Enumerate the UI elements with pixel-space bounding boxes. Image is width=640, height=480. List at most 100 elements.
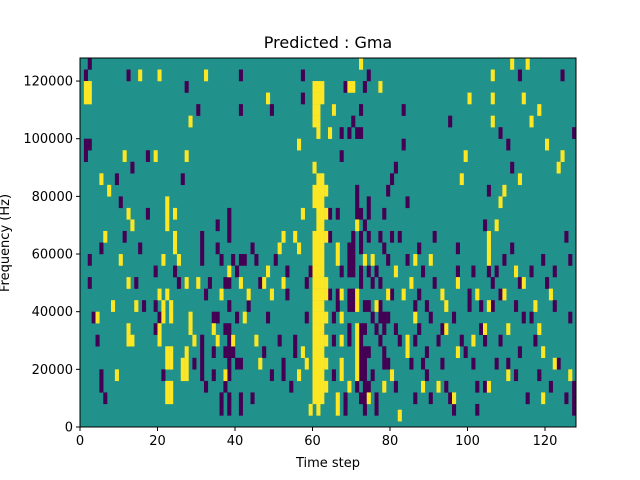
heatmap-cell-low [347,323,352,335]
heatmap-cell-low [370,277,375,289]
heatmap-cell-high [475,288,480,301]
x-axis: 0 20 40 60 80 100 120 [76,427,557,449]
heatmap-cell-low [455,265,460,278]
heatmap-cell-high [126,277,131,289]
heatmap-cell-low [359,277,364,289]
heatmap-cell-low [548,380,553,393]
heatmap-cell-low [176,277,181,289]
heatmap-cell-high [331,104,336,116]
heatmap-cell-high [328,127,333,139]
heatmap-cell-low [273,254,278,266]
heatmap-cell-high [312,184,317,197]
heatmap-cell-high [312,92,317,105]
heatmap-cell-low [95,334,100,347]
heatmap-cell-high [355,346,360,359]
heatmap-cell-low [572,380,577,393]
heatmap-cell-low [359,230,364,243]
heatmap-cell-high [405,346,410,359]
heatmap-cell-high [184,369,189,382]
heatmap-cell-low [192,357,197,370]
heatmap-cell-low [463,346,468,359]
heatmap-cell-high [459,173,464,186]
heatmap-cell-high [463,150,468,162]
heatmap-cell-low [130,161,135,174]
y-tick-label: 0 [65,421,73,436]
heatmap-cell-high [114,369,119,382]
heatmap-cell-low [382,311,387,324]
heatmap-cell-high [541,346,546,359]
heatmap-cell-low [339,127,344,139]
heatmap-cell-low [529,265,534,278]
heatmap-cell-low [83,69,88,82]
heatmap-cell-high [312,334,317,347]
heatmap-cell-low [266,311,271,324]
heatmap-cell-high [347,81,352,93]
heatmap-cell-high [269,288,274,301]
heatmap-cell-high [316,346,321,359]
heatmap-cell-high [219,288,224,301]
heatmap-cell-high [312,115,317,128]
heatmap-cell-high [494,219,499,232]
heatmap-cell-low [227,230,232,243]
heatmap-cell-high [382,380,387,393]
heatmap-cell-low [397,230,402,243]
heatmap-cell-high [560,150,565,162]
heatmap-cell-low [541,254,546,266]
heatmap-cell-high [506,369,511,382]
heatmap-cell-low [246,300,251,312]
heatmap-cell-low [235,265,240,278]
heatmap-cell-low [227,392,232,405]
heatmap-cell-high [157,323,162,335]
heatmap-cell-low [467,288,472,301]
heatmap-cell-low [118,196,123,209]
heatmap-cell-low [331,311,336,324]
heatmap-cell-high [324,207,329,220]
heatmap-cell-high [316,334,321,347]
x-axis-label: Time step [295,456,360,471]
heatmap-cell-low [359,346,364,359]
heatmap-cell-low [428,311,433,324]
heatmap-cell-high [312,230,317,243]
heatmap-cell-high [258,357,263,370]
heatmap-cell-high [316,277,321,289]
heatmap-cell-high [320,196,325,209]
heatmap-cell-low [362,369,367,382]
x-tick-label: 0 [76,434,84,449]
heatmap-cell-high [316,323,321,335]
heatmap-cell-high [316,288,321,301]
heatmap-cell-low [223,380,228,393]
heatmap-cell-low [545,277,550,289]
heatmap-cell-low [552,265,557,278]
heatmap-cell-low [83,150,88,162]
heatmap-cell-high [320,346,325,359]
heatmap-cell-high [517,173,522,186]
heatmap-cell-low [401,104,406,116]
y-tick-label: 40000 [32,305,73,320]
heatmap-cell-low [281,369,286,382]
heatmap-cell-low [498,334,503,347]
heatmap-cell-high [506,323,511,335]
heatmap-cell-high [444,300,449,312]
heatmap-cell-low [161,369,166,382]
heatmap-cell-high [320,265,325,278]
heatmap-cell-low [335,300,340,312]
heatmap-cell-high [316,300,321,312]
heatmap-cell-low [483,380,488,393]
heatmap-cell-high [188,115,193,128]
heatmap-cell-high [165,392,170,405]
heatmap-cell-low [238,69,243,82]
heatmap-cell-high [436,380,441,393]
heatmap-cell-low [572,392,577,405]
heatmap-cell-high [486,254,491,266]
heatmap-cell-low [382,357,387,370]
heatmap-cell-low [424,300,429,312]
heatmap-cell-low [514,369,519,382]
heatmap-cell-high [293,230,298,243]
heatmap-cell-low [564,392,569,405]
heatmap-cell-low [448,392,453,405]
heatmap-cell-high [192,334,197,347]
heatmap-cell-high [161,311,166,324]
heatmap-cell-high [552,357,557,370]
heatmap-cell-high [169,346,174,359]
heatmap-cell-low [83,138,88,151]
